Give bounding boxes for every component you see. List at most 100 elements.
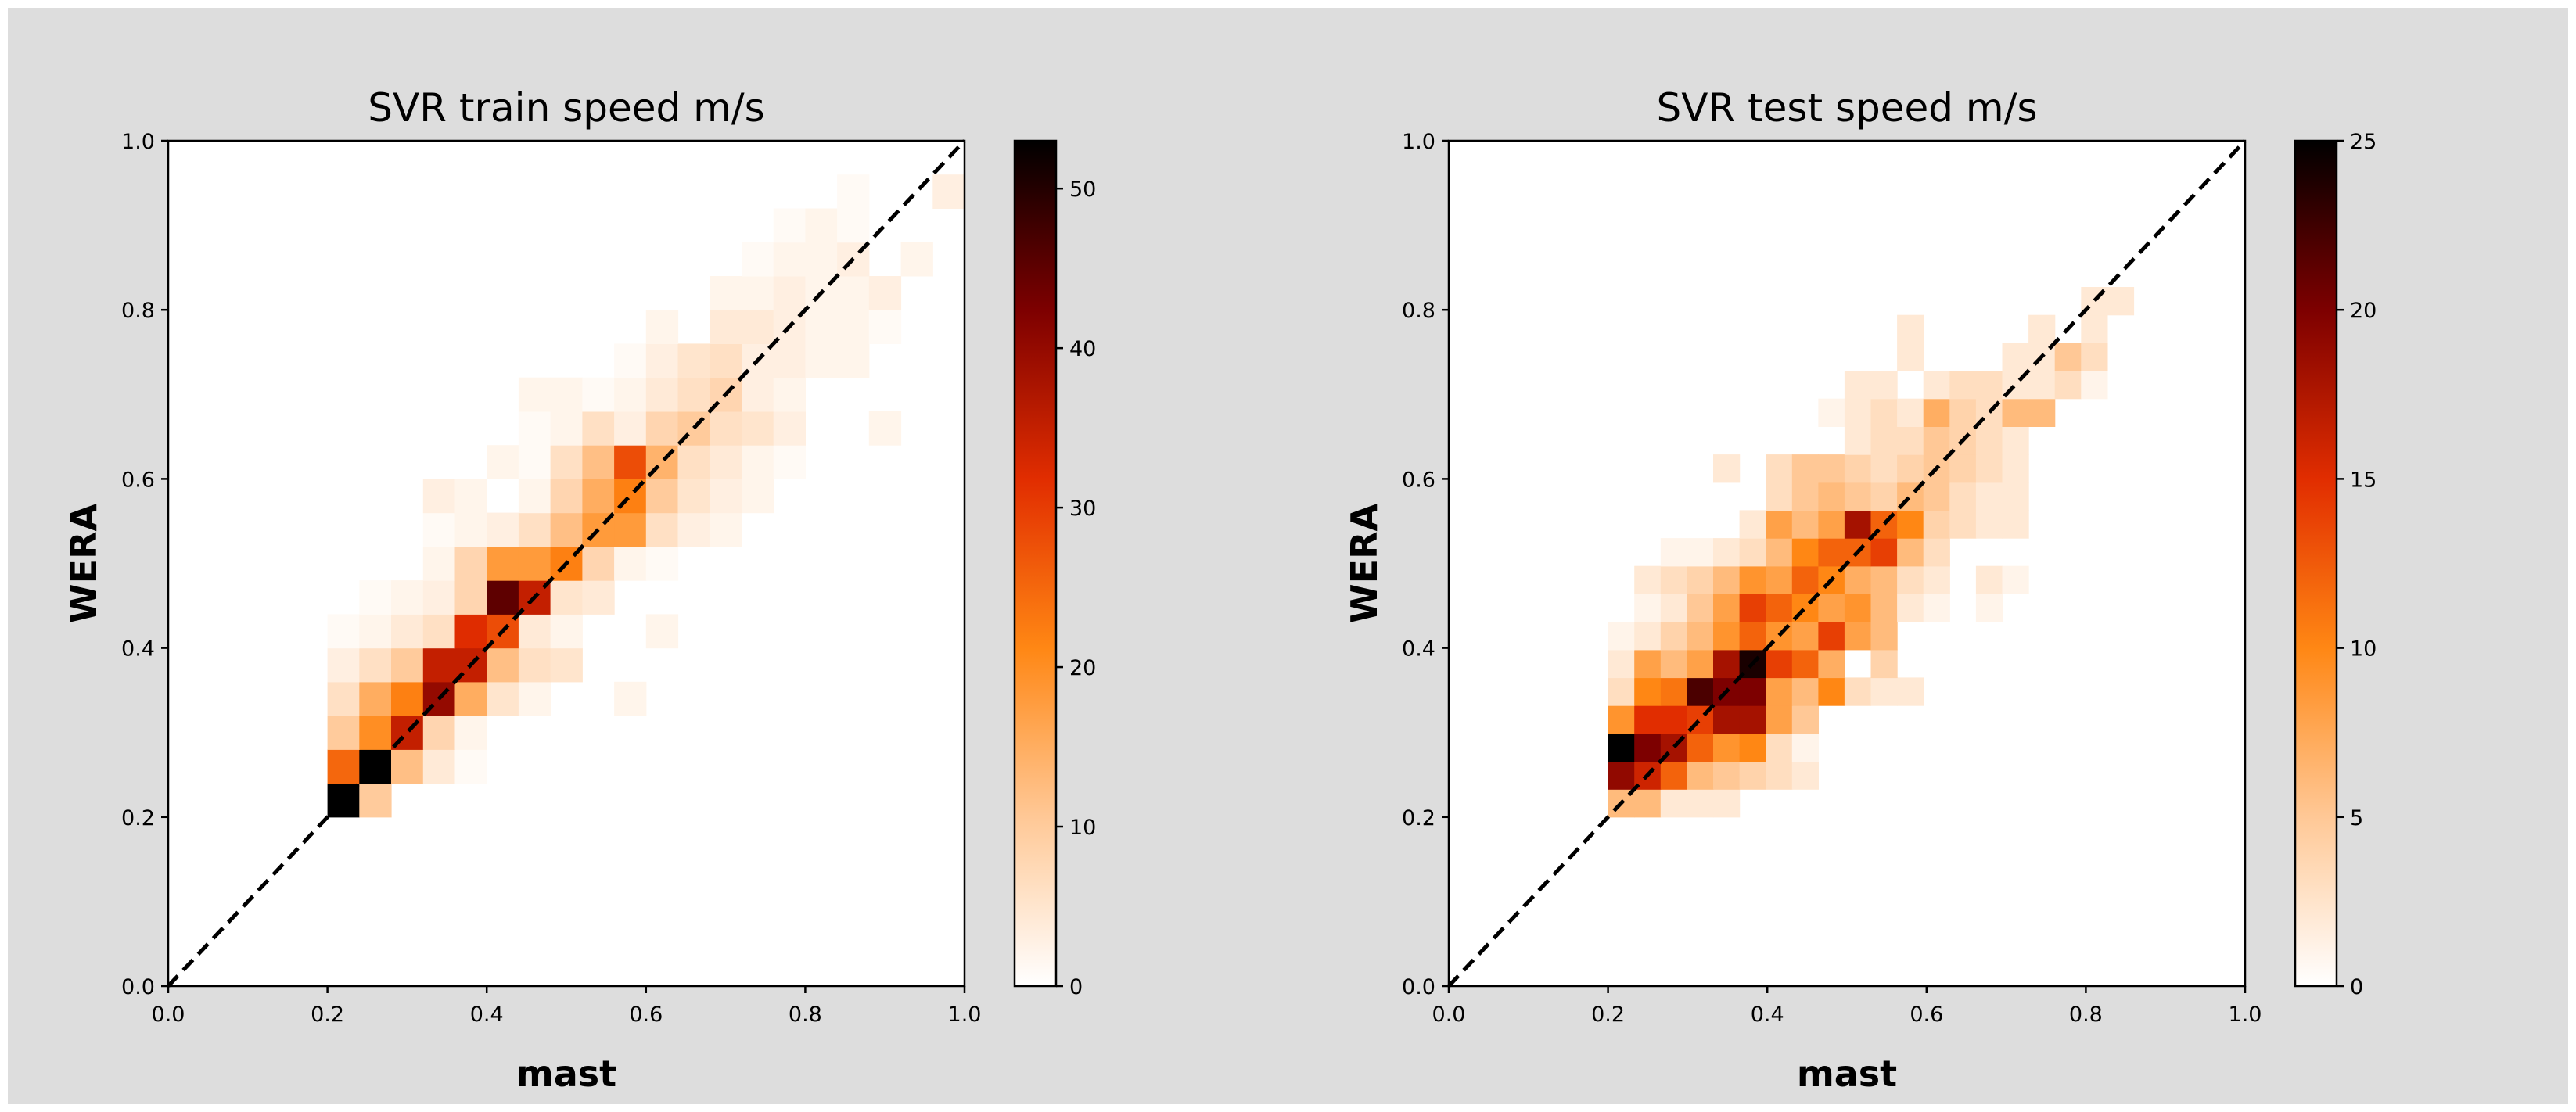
- heatmap-bin: [1687, 538, 1714, 567]
- heatmap-bin: [1923, 371, 1950, 400]
- x-tick-label: 1.0: [2229, 1003, 2262, 1027]
- heatmap-bin: [1660, 705, 1687, 734]
- heatmap-bin: [1949, 454, 1977, 483]
- heatmap-bin: [422, 614, 456, 649]
- reference-line: [1447, 139, 2247, 988]
- heatmap-bin: [1791, 733, 1819, 762]
- heatmap-bin: [359, 647, 392, 683]
- heatmap-bin: [487, 647, 519, 683]
- heatmap-bin: [1923, 426, 1950, 455]
- heatmap-bin: [1791, 565, 1819, 594]
- heatmap-bin: [2002, 426, 2029, 455]
- heatmap-bin: [900, 242, 933, 277]
- heatmap-bin: [868, 411, 902, 446]
- y-tick-label: 0.4: [121, 637, 155, 662]
- heatmap-bin: [550, 614, 583, 649]
- heatmap-bin: [710, 479, 742, 514]
- heatmap-bin: [1766, 538, 1793, 567]
- heatmap-bin: [1844, 622, 1872, 651]
- plot-frame: [167, 139, 966, 988]
- heatmap-bin: [391, 681, 424, 716]
- heatmap-bin: [1818, 677, 1845, 706]
- heatmap-bin: [1897, 343, 1924, 371]
- heatmap-bin: [1766, 705, 1793, 734]
- heatmap-bin: [1870, 649, 1898, 679]
- heatmap-bin: [868, 276, 902, 310]
- heatmap-bin: [2028, 371, 2056, 400]
- colorbar-tick-label: 30: [1069, 497, 1096, 521]
- heatmap-bin: [1923, 594, 1950, 622]
- heatmap-bin: [487, 580, 519, 615]
- heatmap-bin: [1844, 454, 1872, 483]
- heatmap-bin: [422, 546, 456, 581]
- heatmap-bin: [582, 580, 615, 615]
- heatmap-bin: [454, 716, 487, 750]
- heatmap-bin: [1739, 761, 1766, 790]
- heatmap-bin: [1791, 622, 1819, 651]
- heatmap-bin: [710, 343, 742, 378]
- heatmap-bin: [645, 512, 679, 547]
- heatmap-bin: [2081, 343, 2108, 371]
- heatmap-bin: [1634, 649, 1662, 679]
- heatmap-bin: [773, 445, 806, 479]
- heatmap-bin: [1949, 510, 1977, 539]
- heatmap-bin: [1844, 510, 1872, 539]
- heatmap-bin: [2002, 565, 2029, 594]
- heatmap-bin: [1766, 649, 1793, 679]
- heatmap-bin: [1766, 594, 1793, 622]
- heatmap-bin: [1975, 454, 2003, 483]
- heatmap-bin: [1870, 426, 1898, 455]
- heatmap-bin: [2054, 371, 2082, 400]
- heatmap-bin: [805, 242, 838, 277]
- heatmap-bin: [422, 512, 456, 547]
- heatmap-bin: [1791, 677, 1819, 706]
- x-tick-label: 0.0: [1432, 1003, 1466, 1027]
- heatmap-bin: [1791, 649, 1819, 679]
- heatmap-bin: [837, 208, 870, 243]
- heatmap-bin: [1739, 622, 1766, 651]
- heatmap-bin: [1660, 649, 1687, 679]
- heatmap-bin: [582, 445, 615, 479]
- colorbar-tick-label: 0: [1069, 975, 1083, 999]
- x-tick-label: 0.0: [152, 1003, 185, 1027]
- colorbar: [2294, 139, 2338, 988]
- heatmap-bin: [645, 614, 679, 649]
- heatmap-bin: [837, 310, 870, 344]
- heatmap-bin: [2107, 287, 2135, 316]
- heatmap-bin: [1897, 398, 1924, 427]
- heatmap-bin: [677, 343, 710, 378]
- heatmap-bin: [422, 749, 456, 784]
- heatmap-bin: [550, 479, 583, 514]
- heatmap-bin: [1897, 454, 1924, 483]
- heatmap-bin: [1713, 622, 1741, 651]
- heatmap-bin: [1975, 426, 2003, 455]
- heatmap-bin: [1739, 594, 1766, 622]
- heatmap-bin: [614, 445, 647, 479]
- heatmap-bin: [645, 546, 679, 581]
- heatmap-bin: [582, 546, 615, 581]
- heatmap-bin: [1870, 538, 1898, 567]
- y-tick-label: 0.0: [1402, 975, 1435, 999]
- heatmap-bin: [1713, 565, 1741, 594]
- heatmap-bin: [1844, 371, 1872, 400]
- heatmap-bin: [710, 411, 742, 446]
- heatmap-bin: [550, 445, 583, 479]
- heatmap-bin: [1608, 622, 1635, 651]
- heatmap-bin: [1923, 565, 1950, 594]
- heatmap-bin: [1608, 677, 1635, 706]
- heatmap-bin: [582, 479, 615, 514]
- x-axis-label: mast: [516, 1053, 616, 1095]
- chart-title: SVR test speed m/s: [1656, 85, 2037, 131]
- heatmap-bin: [1897, 677, 1924, 706]
- heatmap-bin: [1634, 789, 1662, 818]
- heatmap-bin: [1766, 482, 1793, 511]
- heatmap-bin: [1713, 594, 1741, 622]
- heatmap-bin: [2081, 371, 2108, 400]
- heatmap-bin: [422, 479, 456, 514]
- heatmap-bin: [614, 512, 647, 547]
- heatmap-bin: [391, 580, 424, 615]
- colorbar-tick-label: 10: [2350, 637, 2377, 662]
- heatmap-bin: [1687, 622, 1714, 651]
- heatmap-bin: [487, 546, 519, 581]
- heatmap-bin: [1949, 371, 1977, 400]
